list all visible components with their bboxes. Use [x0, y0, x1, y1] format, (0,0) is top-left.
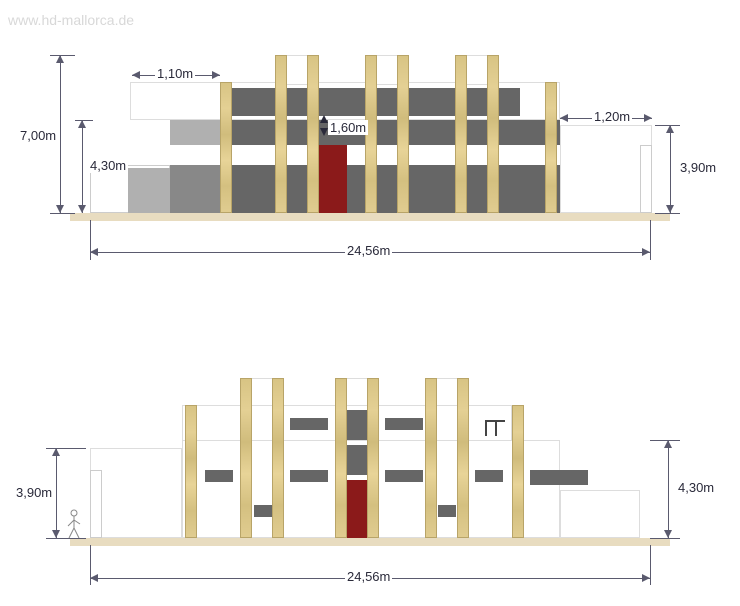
- pillar2-3b: [457, 378, 469, 538]
- right-block-2: [560, 490, 640, 538]
- dim-7m: 7,00m: [18, 128, 58, 143]
- arrow: [664, 440, 672, 448]
- dim-160: 1,60m: [328, 120, 368, 135]
- pillar-1c: [307, 55, 319, 213]
- arrow: [52, 448, 60, 456]
- arrow: [212, 71, 220, 79]
- ground-1: [70, 213, 670, 221]
- dim2-430: 4,30m: [676, 480, 716, 495]
- arrow: [560, 114, 568, 122]
- pillar-1b: [275, 55, 287, 213]
- left-gray: [128, 168, 170, 213]
- left-post-2: [90, 470, 102, 538]
- dim2-390-line: [56, 448, 57, 538]
- ground-2: [70, 538, 670, 546]
- dim-ext: [650, 220, 651, 260]
- light-panel-1: [170, 120, 220, 145]
- elevation-2: 3,90m 4,30m 24,56m: [0, 330, 740, 606]
- logo-mark2: [495, 420, 497, 436]
- arrow: [666, 125, 674, 133]
- arrow-up: [320, 115, 328, 123]
- dim-110: 1,10m: [155, 66, 195, 81]
- dim-430: 4,30m: [88, 158, 128, 173]
- win-s7: [438, 505, 456, 517]
- dim-390-line: [670, 125, 671, 213]
- win-s9: [530, 470, 588, 485]
- win-s6: [385, 470, 423, 482]
- arrow: [56, 205, 64, 213]
- person-icon: [64, 508, 84, 540]
- arrow: [132, 71, 140, 79]
- win-s5: [385, 418, 423, 430]
- arrow: [52, 530, 60, 538]
- win-s2: [254, 505, 272, 517]
- arrow: [78, 205, 86, 213]
- center-dark-upper: [347, 410, 367, 440]
- arrow: [644, 114, 652, 122]
- pillar-4: [545, 82, 557, 213]
- pillar2-2b: [367, 378, 379, 538]
- arrow: [666, 205, 674, 213]
- pillar2-1a: [240, 378, 252, 538]
- arrow: [78, 120, 86, 128]
- win-s4: [290, 418, 328, 430]
- pillar2-1b: [272, 378, 284, 538]
- dim2-430-line: [668, 440, 669, 538]
- watermark: www.hd-mallorca.de: [8, 12, 134, 28]
- dim2-2456: 24,56m: [345, 569, 392, 584]
- elevation-1: 7,00m 4,30m 1,10m 1,60m 1,20m 3,90m 24,5…: [0, 0, 740, 300]
- pillar2-2a: [335, 378, 347, 538]
- arrow: [642, 574, 650, 582]
- dim-7m-line: [60, 55, 61, 213]
- dim-ext: [650, 538, 680, 539]
- pillar-3a: [455, 55, 467, 213]
- right-post: [640, 145, 652, 213]
- dim-120: 1,20m: [592, 109, 632, 124]
- right-block: [560, 125, 652, 213]
- arrow: [90, 248, 98, 256]
- pillar-1a: [220, 82, 232, 213]
- center-dark-mid: [347, 445, 367, 475]
- pillar-2b: [397, 55, 409, 213]
- pillar-3b: [487, 55, 499, 213]
- win-s3: [290, 470, 328, 482]
- dim-ext: [655, 213, 680, 214]
- win-s8: [475, 470, 503, 482]
- pillar2-3a: [425, 378, 437, 538]
- arrow-dn: [320, 128, 328, 136]
- dim-ext: [46, 538, 86, 539]
- dim-430-line: [82, 120, 83, 213]
- left-block-2: [90, 448, 182, 538]
- mid-panel-1: [170, 165, 220, 213]
- dim-ext: [650, 545, 651, 585]
- dim-2456: 24,56m: [345, 243, 392, 258]
- arrow: [664, 530, 672, 538]
- arrow: [90, 574, 98, 582]
- red-door-1: [319, 145, 347, 213]
- dim-390: 3,90m: [678, 160, 718, 175]
- dim2-390: 3,90m: [14, 485, 54, 500]
- pillar2-4: [512, 405, 524, 538]
- arrow: [642, 248, 650, 256]
- win-s1: [205, 470, 233, 482]
- red-door-2: [347, 480, 367, 538]
- pillar2-0: [185, 405, 197, 538]
- dim-ext: [50, 213, 75, 214]
- arrow: [56, 55, 64, 63]
